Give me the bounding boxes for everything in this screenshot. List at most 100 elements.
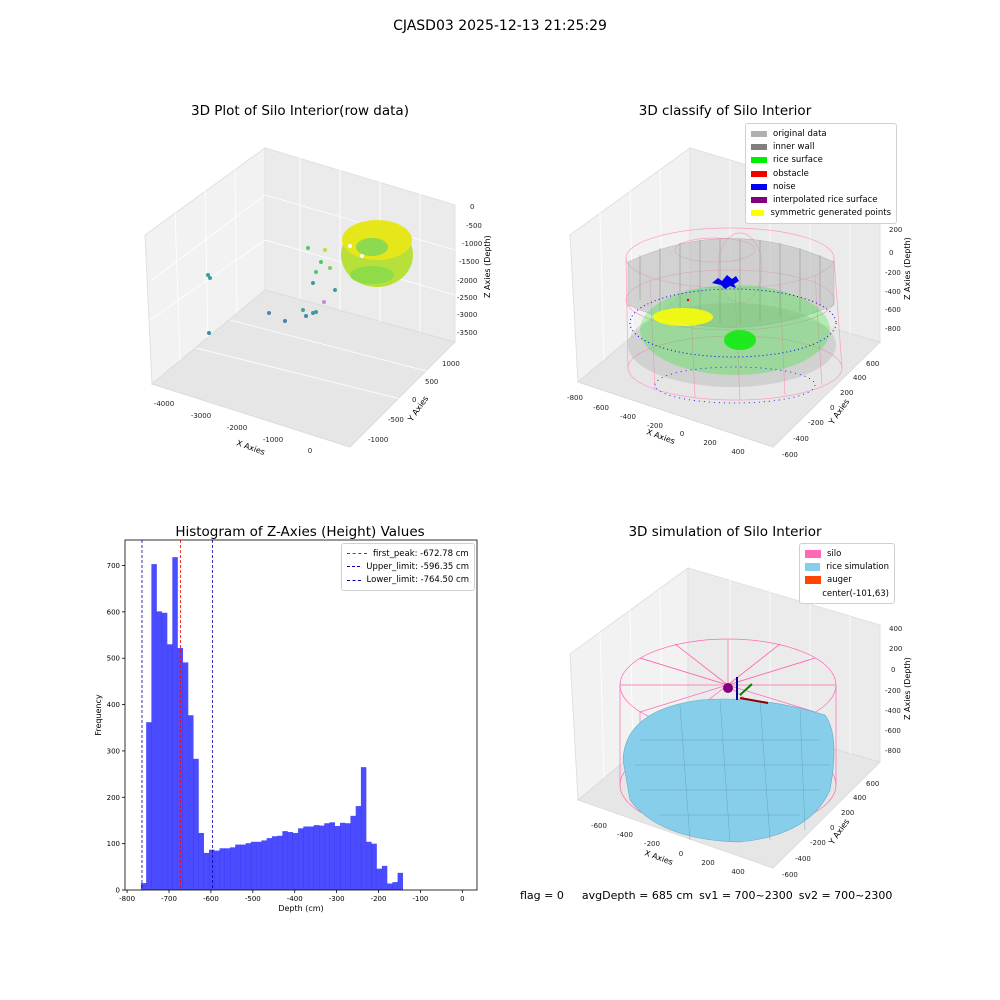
status-flag: flag = 0 bbox=[520, 889, 564, 902]
simulation-x-tick: -400 bbox=[617, 831, 633, 839]
classify-y-tick: 0 bbox=[830, 404, 834, 412]
histogram-x-tick: -200 bbox=[371, 895, 387, 903]
figure-title: CJASD03 2025-12-13 21:25:29 bbox=[393, 18, 607, 34]
histogram-reference-lines bbox=[141, 540, 213, 890]
raw-z-tick: -1500 bbox=[459, 258, 479, 266]
histogram-bar bbox=[397, 872, 404, 890]
histogram-bar bbox=[182, 662, 189, 890]
legend-entry: original data bbox=[751, 127, 891, 140]
legend-swatch bbox=[751, 130, 767, 137]
classify-3d-plot: -800 -600 -400 -200 0 200 400 X Axies -6… bbox=[567, 147, 912, 459]
histogram-x-tick: -400 bbox=[287, 895, 303, 903]
histogram-bar bbox=[313, 825, 320, 890]
raw-point bbox=[311, 281, 315, 285]
simulation-x-tick: 0 bbox=[679, 850, 683, 858]
raw-x-tick: 0 bbox=[308, 447, 312, 455]
raw-point bbox=[360, 254, 364, 258]
histogram-bar bbox=[256, 841, 262, 890]
histogram-bar bbox=[298, 828, 304, 890]
histogram-bar bbox=[224, 848, 231, 890]
raw-x-tick: -4000 bbox=[154, 400, 174, 408]
status-avg-depth: avgDepth = 685 cm bbox=[581, 889, 694, 902]
histogram-bar bbox=[366, 841, 372, 890]
classify-z-tick: -200 bbox=[885, 269, 901, 277]
classify-z-tick: 200 bbox=[889, 226, 902, 234]
simulation-x-label: X Axies bbox=[643, 848, 674, 867]
histogram-bar bbox=[339, 822, 346, 890]
legend-entry: obstacle bbox=[751, 167, 891, 180]
legend-label: symmetric generated points bbox=[770, 208, 891, 219]
raw-z-tick: -3000 bbox=[457, 311, 477, 319]
classify-noise-ring-lower bbox=[654, 366, 816, 404]
legend-swatch bbox=[805, 576, 821, 585]
simulation-x-tick: -200 bbox=[644, 840, 660, 848]
legend-line bbox=[347, 566, 361, 568]
raw-x-tick: -2000 bbox=[227, 424, 247, 432]
raw-point bbox=[301, 308, 305, 312]
histogram-bar bbox=[303, 826, 309, 890]
histogram-x-tick: -300 bbox=[329, 895, 345, 903]
simulation-plot-title: 3D simulation of Silo Interior bbox=[628, 524, 822, 540]
status-line: flag = 0 avgDepth = 685 cm sv1 = 700~2300 s… bbox=[520, 889, 910, 902]
histogram-bar bbox=[387, 883, 393, 890]
classify-y-tick: -600 bbox=[782, 451, 798, 459]
classify-rice-center bbox=[724, 330, 756, 350]
histogram-y-tick: 300 bbox=[107, 747, 120, 755]
raw-pane-floor bbox=[150, 289, 456, 448]
classify-x-tick: 400 bbox=[731, 448, 744, 456]
classify-y-tick: 600 bbox=[866, 360, 879, 368]
histogram-bar bbox=[392, 882, 398, 890]
histogram-y-tick: 0 bbox=[116, 887, 120, 895]
histogram-y-tick: 700 bbox=[107, 562, 120, 570]
histogram-bar bbox=[250, 841, 257, 890]
histogram-bar bbox=[350, 815, 356, 890]
simulation-center-marker bbox=[723, 683, 733, 693]
classify-obstacle-point bbox=[686, 298, 690, 302]
raw-point bbox=[314, 310, 318, 314]
raw-point bbox=[333, 288, 337, 292]
raw-z-ticks: 0 -500 -1000 -1500 -2000 -2500 -3000 -35… bbox=[457, 203, 482, 337]
histogram-bar bbox=[371, 843, 377, 890]
histogram-bar bbox=[193, 758, 199, 890]
histogram-y-tick: 100 bbox=[107, 840, 120, 848]
simulation-auger bbox=[739, 697, 769, 704]
legend-swatch bbox=[751, 170, 767, 177]
histogram-bar bbox=[334, 826, 341, 890]
legend-label: original data bbox=[773, 128, 827, 139]
legend-entry: noise bbox=[751, 180, 891, 193]
histogram-x-tick: 0 bbox=[460, 895, 464, 903]
legend-swatch bbox=[805, 562, 821, 571]
simulation-y-tick: -400 bbox=[795, 855, 811, 863]
raw-grid bbox=[149, 158, 456, 401]
simulation-y-tick: -200 bbox=[810, 839, 826, 847]
raw-x-tick: -3000 bbox=[191, 412, 211, 420]
raw-point bbox=[322, 300, 326, 304]
raw-point bbox=[306, 246, 310, 250]
simulation-y-tick: 600 bbox=[866, 780, 879, 788]
histogram-x-label: Depth (cm) bbox=[278, 904, 323, 913]
legend-label: interpolated rice surface bbox=[773, 195, 878, 206]
histogram-bar bbox=[172, 557, 178, 890]
raw-z-tick: -2500 bbox=[457, 294, 477, 302]
raw-point bbox=[314, 270, 318, 274]
histogram-bar bbox=[277, 835, 283, 890]
classify-y-tick: -400 bbox=[793, 435, 809, 443]
raw-surface-hole bbox=[356, 238, 388, 256]
classify-noise-cluster bbox=[712, 275, 739, 289]
histogram-bar bbox=[167, 644, 173, 890]
legend-entry: center(-101,63) bbox=[805, 587, 889, 600]
classify-z-tick: 0 bbox=[889, 249, 893, 257]
histogram-y-label: Frequency bbox=[94, 694, 103, 736]
histogram-x-tick: -800 bbox=[119, 895, 135, 903]
histogram-bar bbox=[161, 612, 168, 890]
histogram-bar bbox=[240, 844, 246, 890]
legend-entry: rice simulation bbox=[805, 560, 889, 573]
histogram-bar bbox=[324, 823, 330, 890]
histogram-bar bbox=[245, 843, 252, 890]
histogram-y-tick: 400 bbox=[107, 701, 120, 709]
legend-line bbox=[347, 553, 367, 555]
classify-y-label: Y Axies bbox=[827, 397, 852, 427]
histogram-bar bbox=[177, 648, 184, 890]
legend-entry: auger bbox=[805, 574, 889, 587]
simulation-x-ticks: -600 -400 -200 0 200 400 bbox=[591, 822, 745, 876]
